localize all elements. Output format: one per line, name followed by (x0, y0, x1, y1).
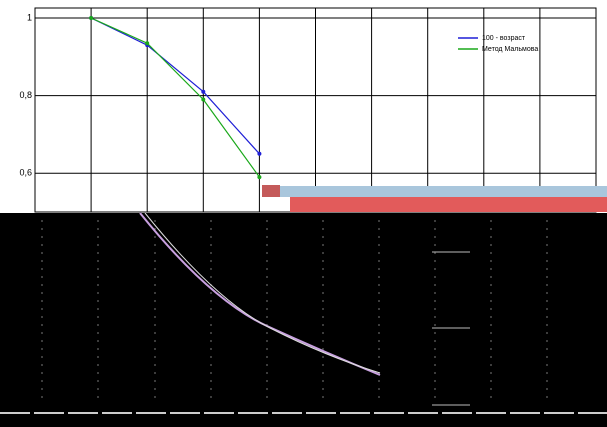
dark-grid (41, 220, 548, 400)
y-tick-label: 1 (27, 12, 32, 22)
dark-area (0, 213, 607, 427)
series-line (90, 17, 260, 155)
overlay-bar (280, 186, 607, 197)
dark-curve-2 (144, 212, 381, 374)
data-point (89, 16, 94, 20)
plot: 1 0,8 0,6 100 - возраст Метод Мальмова (19, 7, 597, 213)
overlay-bar-red (290, 197, 607, 212)
legend-label: 100 - возраст (482, 35, 526, 42)
data-point (145, 41, 150, 46)
data-point (257, 175, 262, 180)
y-tick-label: 0,8 (19, 90, 32, 100)
chart-background (0, 0, 607, 213)
legend-label: Метод Мальмова (482, 46, 538, 53)
data-point (201, 89, 206, 94)
series-line (90, 17, 260, 178)
y-tick-label: 0,6 (19, 168, 32, 178)
data-point (201, 97, 206, 102)
overlay-icon (262, 185, 280, 197)
data-point (257, 151, 262, 156)
dark-legend (432, 251, 470, 406)
